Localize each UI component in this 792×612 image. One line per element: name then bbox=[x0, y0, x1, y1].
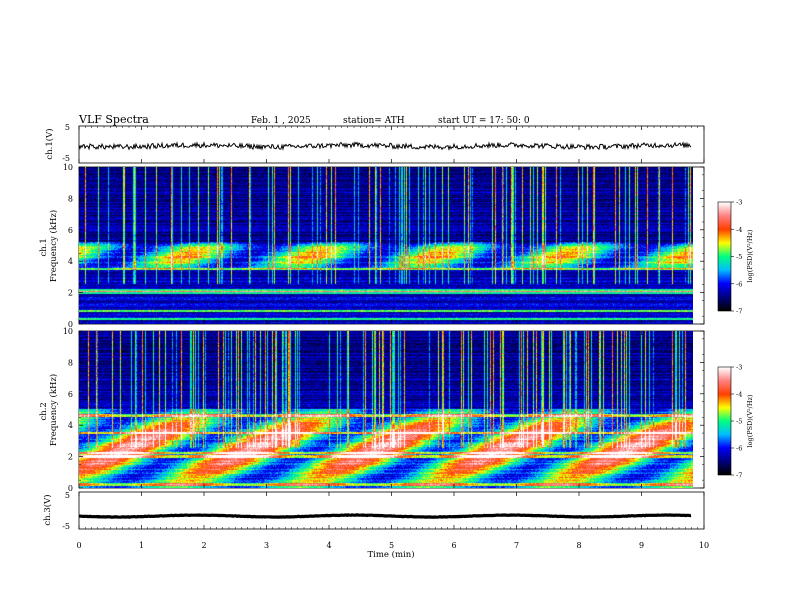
ch1-waveform-panel: 5 -5 ch.1(V) bbox=[44, 123, 705, 164]
ch2-colorbar-label: log(PSD)(V²/Hz) bbox=[746, 394, 754, 447]
time-axis-tick-label: 4 bbox=[326, 541, 331, 550]
ch1-ytick-top: 5 bbox=[65, 123, 70, 132]
ch1-ytick-bottom: -5 bbox=[62, 154, 70, 163]
figure-title: VLF Spectra bbox=[78, 113, 149, 126]
ch2-yticks: 0 2 4 6 8 10 bbox=[63, 327, 704, 493]
time-axis-tick-label: 3 bbox=[264, 541, 269, 550]
ch3-waveform-line bbox=[79, 513, 692, 519]
colorbar-tick-label: -7 bbox=[736, 308, 742, 316]
time-axis-tick-label: 7 bbox=[514, 541, 519, 550]
station-label: station= ATH bbox=[343, 116, 405, 126]
time-axis-tick-label: 6 bbox=[451, 541, 456, 550]
colorbar-tick-label: -5 bbox=[736, 253, 742, 261]
ch1-colorbar: -3 -4 -5 -6 -7 log(PSD)(V²/Hz) bbox=[717, 199, 754, 316]
time-axis-tick-label: 10 bbox=[699, 541, 709, 550]
freq-tick-label: 10 bbox=[63, 327, 73, 336]
colorbar-tick-label: -5 bbox=[736, 418, 742, 426]
ch1-colorbar-ticks: -3 -4 -5 -6 -7 bbox=[731, 199, 742, 316]
time-axis-ticks: 0 1 2 3 4 5 6 7 8 9 10 bbox=[76, 126, 709, 550]
ch1-spectrogram-ylabel: ch.1 Frequency (kHz) bbox=[39, 210, 59, 282]
ch1-spectrogram-image bbox=[79, 167, 693, 324]
freq-tick-label: 0 bbox=[68, 484, 73, 493]
time-axis-tick-label: 1 bbox=[139, 541, 144, 550]
ch1-spectrogram-image-wrap bbox=[79, 167, 693, 324]
ch1-colorbar-wrap bbox=[718, 202, 731, 311]
ch2-colorbar: -3 -4 -5 -6 -7 log(PSD)(V²/Hz) bbox=[717, 364, 754, 480]
ch2-colorbar-wrap bbox=[718, 367, 731, 475]
colorbar-tick-label: -4 bbox=[736, 226, 742, 234]
time-axis-label: Time (min) bbox=[367, 549, 414, 560]
ch3-ylabel: ch.3(V) bbox=[42, 494, 53, 525]
time-axis-tick-label: 5 bbox=[389, 541, 394, 550]
ch1-spectrogram-ylabel-channel: ch.1 bbox=[39, 238, 49, 256]
ch1-colorbar-label: log(PSD)(V²/Hz) bbox=[746, 229, 754, 282]
time-axis-tick-label: 0 bbox=[76, 541, 81, 550]
ch2-spectrogram-panel: 0 2 4 6 8 10 ch.2 Frequency (kHz) -3 -4 -5 -6 -7 … bbox=[39, 327, 754, 493]
ch1-spectrogram-panel: 0 2 4 6 8 10 ch.1 Frequency (kHz) -3 -4 -5 -6 -7 … bbox=[39, 163, 754, 329]
ch3-ytick-top: 5 bbox=[65, 491, 70, 500]
time-axis-tick-label: 8 bbox=[576, 541, 581, 550]
freq-tick-label: 0 bbox=[68, 320, 73, 329]
freq-tick-label: 4 bbox=[68, 421, 73, 430]
ch2-colorbar-ticks: -3 -4 -5 -6 -7 bbox=[731, 364, 742, 480]
colorbar-tick-label: -6 bbox=[736, 280, 742, 288]
ch2-colorbar-gradient bbox=[718, 367, 731, 475]
time-axis-tick-label: 2 bbox=[201, 541, 206, 550]
freq-tick-label: 8 bbox=[68, 194, 73, 203]
ch2-spectrogram-ylabel-freq: Frequency (kHz) bbox=[48, 374, 59, 446]
ch1-yticks: 0 2 4 6 8 10 bbox=[63, 163, 704, 329]
date-label: Feb. 1 , 2025 bbox=[251, 116, 311, 126]
freq-tick-label: 6 bbox=[68, 226, 73, 235]
freq-tick-label: 8 bbox=[68, 358, 73, 367]
colorbar-tick-label: -3 bbox=[736, 364, 742, 372]
ch2-spectrogram-ylabel-channel: ch.2 bbox=[39, 402, 49, 420]
colorbar-tick-label: -7 bbox=[736, 472, 742, 480]
ch3-waveform-frame bbox=[78, 491, 705, 530]
colorbar-tick-label: -3 bbox=[736, 199, 742, 207]
ch3-waveform-panel: 5 -5 ch.3(V) bbox=[42, 491, 705, 531]
start-time-label: start UT = 17: 50: 0 bbox=[438, 116, 530, 126]
freq-tick-label: 10 bbox=[63, 163, 73, 172]
ch2-spectrogram-image-wrap bbox=[79, 331, 693, 488]
ch1-waveform-line bbox=[78, 141, 692, 152]
colorbar-tick-label: -6 bbox=[736, 445, 742, 453]
freq-tick-label: 6 bbox=[68, 390, 73, 399]
ch2-spectrogram-image bbox=[79, 331, 693, 488]
freq-tick-label: 4 bbox=[68, 257, 73, 266]
freq-tick-label: 2 bbox=[68, 453, 73, 462]
ch2-spectrogram-ylabel: ch.2 Frequency (kHz) bbox=[39, 374, 59, 446]
time-axis-tick-label: 9 bbox=[639, 541, 644, 550]
ch1-colorbar-gradient bbox=[718, 202, 731, 311]
ch3-ytick-bottom: -5 bbox=[62, 522, 70, 531]
colorbar-tick-label: -4 bbox=[736, 391, 742, 399]
ch1-spectrogram-ylabel-freq: Frequency (kHz) bbox=[48, 210, 59, 282]
freq-tick-label: 2 bbox=[68, 289, 73, 298]
ch1-ylabel: ch.1(V) bbox=[44, 128, 55, 159]
